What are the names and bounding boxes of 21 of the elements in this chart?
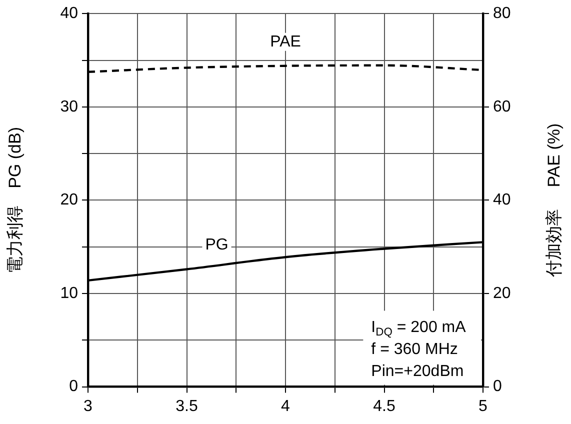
annotation: Pin=+20dBm [371, 363, 464, 380]
x-tick-label: 5 [478, 398, 488, 415]
y-tick-label: 20 [60, 192, 78, 209]
series-label: PAE [270, 33, 301, 50]
series-label: PG [205, 236, 228, 254]
y2-tick-label: 0 [493, 378, 502, 396]
y2-tick-label: 60 [493, 98, 511, 116]
x-tick-label: 4 [281, 398, 290, 415]
y2-tick-label: 40 [493, 192, 511, 209]
y2-tick-label: 20 [493, 284, 511, 302]
y-tick-label: 0 [69, 378, 78, 396]
y-tick-label: 30 [60, 98, 78, 116]
x-tick-label: 3 [84, 398, 93, 415]
y-tick-label: 40 [60, 5, 78, 22]
y-tick-label: 10 [60, 284, 78, 302]
y2-tick-label: 80 [493, 5, 511, 22]
y-axis-title: 電力利得 PG (dB) [6, 126, 25, 274]
y2-axis-title: 付加効率 PAE (%) [544, 123, 564, 278]
x-tick-label: 3.5 [176, 398, 198, 415]
x-tick-label: 4.5 [373, 398, 396, 415]
annotation: f = 360 MHz [371, 341, 458, 358]
